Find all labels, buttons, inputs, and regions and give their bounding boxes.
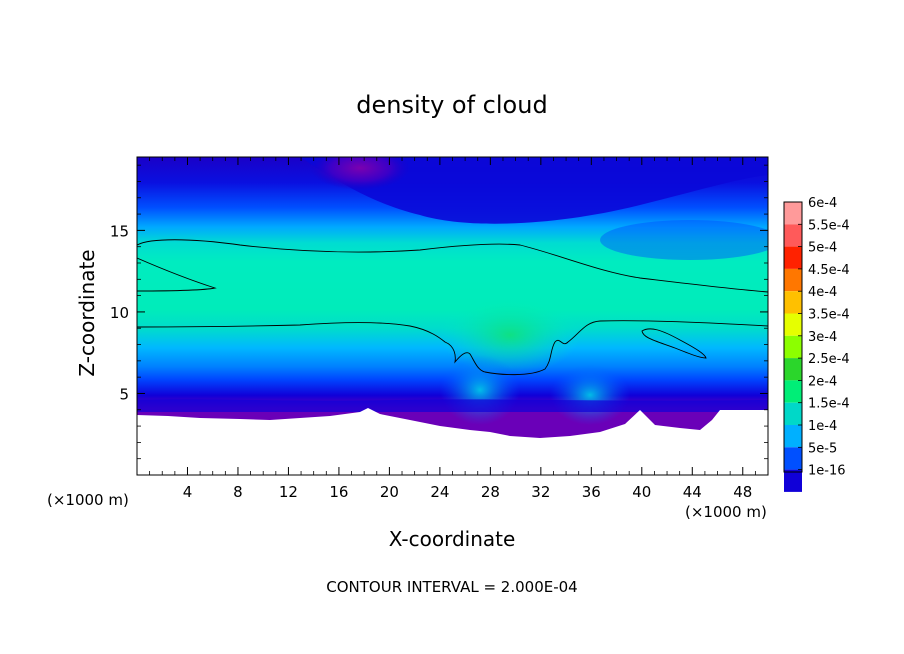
y-tick-label: 10 (110, 304, 129, 322)
colorbar-label: 3e-4 (808, 330, 837, 345)
colorbar-label: 6e-4 (808, 196, 837, 211)
x-tick-label: 32 (531, 483, 550, 501)
x-tick-label: 28 (481, 483, 500, 501)
colorbar-swatch (784, 425, 802, 448)
x-unit-right: (×1000 m) (685, 503, 767, 521)
colorbar-swatch (784, 358, 802, 381)
colorbar-swatch (784, 335, 802, 359)
colorbar-swatch (784, 402, 802, 425)
contour-interval-note: CONTOUR INTERVAL = 2.000E-04 (326, 578, 577, 596)
colorbar-label: 2e-4 (808, 374, 837, 389)
colorbar-label: 5e-5 (808, 441, 837, 456)
colorbar-swatch (784, 447, 802, 470)
x-tick-label: 20 (380, 483, 399, 501)
x-tick-label: 44 (683, 483, 702, 501)
colorbar-swatch (784, 380, 802, 403)
colorbar-label: 5e-4 (808, 241, 837, 256)
x-unit-left: (×1000 m) (47, 491, 129, 509)
colorbar: 6e-4 5.5e-4 5e-4 4.5e-4 4e-4 3.5e-4 3e-4 2.5e-4… (783, 196, 850, 492)
colorbar-swatch (784, 469, 802, 492)
y-axis-label: Z-coordinate (75, 249, 99, 376)
x-tick-label: 40 (632, 483, 651, 501)
x-tick-label: 36 (582, 483, 601, 501)
chart-title: density of cloud (356, 91, 547, 119)
colorbar-label: 4e-4 (808, 285, 837, 300)
y-tick-label: 5 (119, 385, 129, 403)
x-axis-label: X-coordinate (389, 527, 516, 551)
colorbar-label: 4.5e-4 (808, 263, 850, 278)
colorbar-swatch (784, 291, 802, 314)
colorbar-swatch (784, 202, 802, 225)
colorbar-swatch (784, 313, 802, 336)
colorbar-swatch (784, 224, 802, 247)
contour-field (137, 157, 768, 475)
colorbar-label: 5.5e-4 (808, 218, 850, 233)
colorbar-label: 3.5e-4 (808, 308, 850, 323)
x-tick-label: 8 (233, 483, 243, 501)
colorbar-swatch (784, 268, 802, 292)
x-axis-ticks: 4 8 12 16 20 24 28 32 36 40 44 48 (149, 157, 756, 501)
colorbar-label: 2.5e-4 (808, 352, 850, 367)
y-axis-ticks: 5 10 15 (110, 164, 768, 460)
colorbar-frame (783, 201, 803, 473)
colorbar-label: 1.5e-4 (808, 397, 850, 412)
x-tick-label: 16 (329, 483, 348, 501)
x-tick-label: 24 (430, 483, 449, 501)
x-tick-label: 4 (183, 483, 193, 501)
colorbar-swatch (784, 246, 802, 269)
colorbar-label: 1e-16 (808, 464, 846, 479)
x-tick-label: 12 (279, 483, 298, 501)
x-tick-label: 48 (733, 483, 752, 501)
colorbar-label: 1e-4 (808, 419, 837, 434)
y-tick-label: 15 (110, 222, 129, 240)
